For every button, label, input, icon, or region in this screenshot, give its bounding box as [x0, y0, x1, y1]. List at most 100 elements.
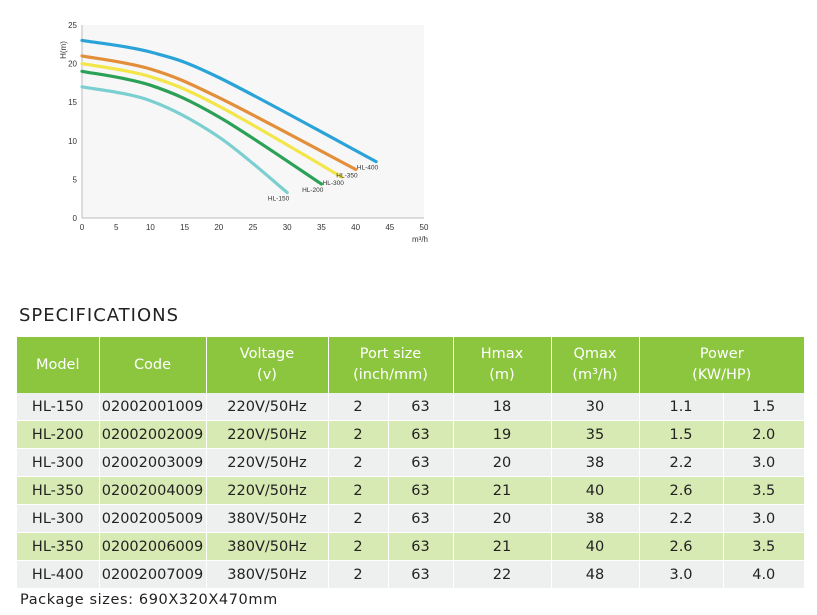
- specifications-title: SPECIFICATIONS: [19, 305, 180, 326]
- series-line-hl-200: [80, 69, 323, 186]
- cell-model: HL-350: [17, 476, 100, 505]
- cell-hp: 3.5: [752, 482, 776, 499]
- x-tick-label: 10: [146, 223, 155, 232]
- y-tick-label: 15: [68, 98, 77, 107]
- cell-kw: 2.2: [639, 504, 724, 533]
- cell-kw: 2.2: [639, 448, 724, 477]
- plot-area: [82, 25, 424, 218]
- cell-port-inch: 2: [328, 504, 389, 533]
- x-tick-label: 20: [214, 223, 223, 232]
- x-tick-label: 15: [180, 223, 189, 232]
- series-label: HL-150: [268, 196, 290, 203]
- cell-port-mm: 63: [388, 448, 454, 477]
- table-row: HL-150 02002001009 220V/50Hz 2 63 18 30 1.1 1.5: [17, 393, 804, 421]
- y-tick-label: 20: [68, 60, 77, 69]
- series-line-hl-300: [80, 62, 344, 179]
- x-tick-label: 30: [283, 223, 292, 232]
- header-model: Model: [17, 337, 100, 393]
- cell-port-inch: 2: [328, 448, 389, 477]
- cell-voltage: 380V/50Hz: [206, 532, 329, 561]
- header-hmax: Hmax (m): [453, 337, 552, 393]
- cell-qmax: 40: [551, 532, 640, 561]
- y-tick-label: 10: [68, 137, 77, 146]
- pump-curve-chart: 0 5 10 15 20 25 30 35 40 45 50 0 5 10 15 20 25 H(m) m³/h HL…: [0, 0, 460, 260]
- cell-hp: 4.0: [752, 566, 776, 583]
- cell-port-mm: 63: [388, 504, 454, 533]
- cell-port-inch: 2: [328, 560, 389, 589]
- package-value: 690X320X470mm: [138, 592, 278, 608]
- header-port-size: Port size (inch/mm): [328, 337, 454, 393]
- cell-kw: 2.6: [639, 532, 724, 561]
- series-line-hl-150: [80, 85, 289, 195]
- cell-qmax: 38: [551, 448, 640, 477]
- package-label: Package sizes:: [20, 592, 134, 608]
- series-label: HL-350: [336, 172, 358, 179]
- cell-voltage: 220V/50Hz: [206, 393, 329, 421]
- header-power: Power (KW/HP): [639, 337, 804, 393]
- header-qmax: Qmax (m³/h): [551, 337, 640, 393]
- cell-model: HL-150: [17, 393, 100, 421]
- cell-model: HL-300: [17, 504, 100, 533]
- cell-voltage: 220V/50Hz: [206, 420, 329, 449]
- cell-hp: 3.0: [752, 454, 776, 471]
- cell-code: 02002001009: [99, 393, 207, 421]
- cell-model: HL-300: [17, 448, 100, 477]
- cell-hp: 3.5: [752, 538, 776, 555]
- x-tick-label: 50: [420, 223, 429, 232]
- cell-hmax: 21: [453, 532, 552, 561]
- y-tick-label: 5: [73, 175, 78, 184]
- header-code: Code: [99, 337, 207, 393]
- package-sizes: Package sizes: 690X320X470mm: [20, 592, 278, 608]
- cell-hp: 1.5: [752, 398, 776, 415]
- pump-curve-svg: 0 5 10 15 20 25 30 35 40 45 50 0 5 10 15 20 25 H(m) m³/h HL…: [59, 21, 429, 244]
- cell-model: HL-200: [17, 420, 100, 449]
- x-tick-label: 35: [317, 223, 326, 232]
- y-tick-label: 0: [73, 214, 78, 223]
- cell-hp: 3.0: [752, 510, 776, 527]
- cell-voltage: 220V/50Hz: [206, 476, 329, 505]
- y-axis-label: H(m): [59, 41, 68, 59]
- cell-kw: 1.5: [639, 420, 724, 449]
- cell-model: HL-350: [17, 532, 100, 561]
- cell-code: 02002003009: [99, 448, 207, 477]
- cell-voltage: 380V/50Hz: [206, 560, 329, 589]
- cell-hmax: 21: [453, 476, 552, 505]
- cell-qmax: 30: [551, 393, 640, 421]
- table-header-row: Model Code Voltage (v) Port size (inch/mm)…: [17, 337, 804, 393]
- x-tick-label: 5: [114, 223, 119, 232]
- cell-model: HL-400: [17, 560, 100, 589]
- cell-hmax: 20: [453, 504, 552, 533]
- x-tick-label: 45: [385, 223, 394, 232]
- series-line-hl-400: [80, 38, 378, 164]
- cell-hmax: 22: [453, 560, 552, 589]
- table-row: HL-300 02002003009 220V/50Hz 2 63 20 38 2.2 3.0: [17, 448, 804, 477]
- header-voltage: Voltage (v): [206, 337, 329, 393]
- cell-code: 02002002009: [99, 420, 207, 449]
- cell-code: 02002006009: [99, 532, 207, 561]
- table-row: HL-300 02002005009 380V/50Hz 2 63 20 38 2.2 3.0: [17, 504, 804, 533]
- cell-port-mm: 63: [388, 532, 454, 561]
- cell-port-mm: 63: [388, 560, 454, 589]
- cell-port-inch: 2: [328, 420, 389, 449]
- cell-port-mm: 63: [388, 420, 454, 449]
- cell-kw: 2.6: [639, 476, 724, 505]
- cell-port-inch: 2: [328, 476, 389, 505]
- cell-qmax: 35: [551, 420, 640, 449]
- table-row: HL-350 02002004009 220V/50Hz 2 63 21 40 2.6 3.5: [17, 476, 804, 505]
- table-row: HL-200 02002002009 220V/50Hz 2 63 19 35 1.5 2.0: [17, 420, 804, 449]
- cell-kw: 3.0: [639, 560, 724, 589]
- series-label: HL-400: [357, 165, 379, 172]
- x-tick-label: 40: [351, 223, 360, 232]
- x-tick-label: 25: [249, 223, 258, 232]
- cell-port-inch: 2: [328, 532, 389, 561]
- cell-kw: 1.1: [639, 393, 724, 421]
- table-row: HL-350 02002006009 380V/50Hz 2 63 21 40 2.6 3.5: [17, 532, 804, 561]
- cell-voltage: 380V/50Hz: [206, 504, 329, 533]
- cell-hmax: 18: [453, 393, 552, 421]
- cell-voltage: 220V/50Hz: [206, 448, 329, 477]
- x-axis-label: m³/h: [412, 235, 428, 244]
- cell-hp: 2.0: [752, 426, 776, 443]
- series-label: HL-200: [302, 187, 324, 194]
- cell-port-mm: 63: [388, 393, 454, 421]
- cell-code: 02002005009: [99, 504, 207, 533]
